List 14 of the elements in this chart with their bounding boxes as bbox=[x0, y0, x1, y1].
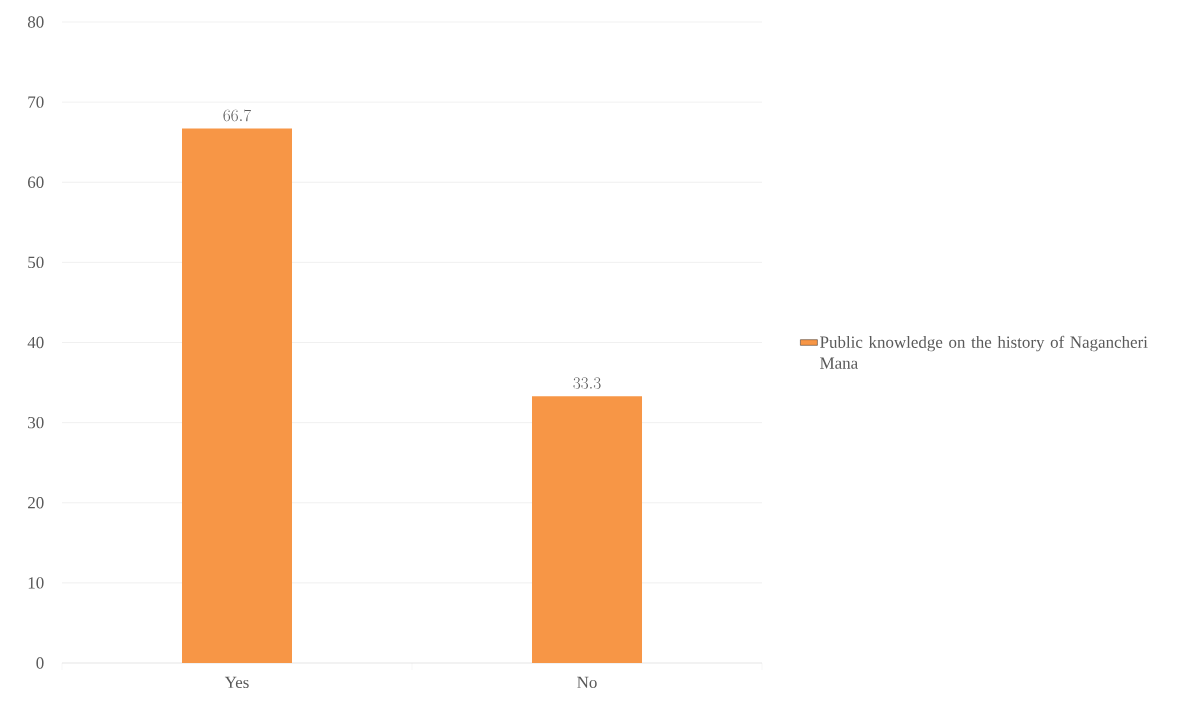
data-label: 33.3 bbox=[573, 377, 601, 389]
y-tick-label: 70 bbox=[28, 96, 44, 108]
x-tick-label: Yes bbox=[224, 676, 249, 689]
y-tick-label: 40 bbox=[27, 336, 44, 349]
y-tick-label: 50 bbox=[28, 256, 44, 269]
x-tick-label: No bbox=[577, 676, 597, 689]
y-tick-label: 0 bbox=[36, 657, 44, 669]
y-tick-label: 30 bbox=[28, 416, 44, 429]
legend-label: Public knowledge on the history of Nagancheri Mana bbox=[820, 335, 1148, 369]
y-tick-label: 20 bbox=[28, 497, 44, 509]
y-tick-label: 80 bbox=[27, 16, 44, 28]
y-tick-label: 10 bbox=[28, 577, 44, 589]
y-tick-label: 60 bbox=[28, 176, 44, 188]
data-label: 66.7 bbox=[223, 109, 252, 122]
